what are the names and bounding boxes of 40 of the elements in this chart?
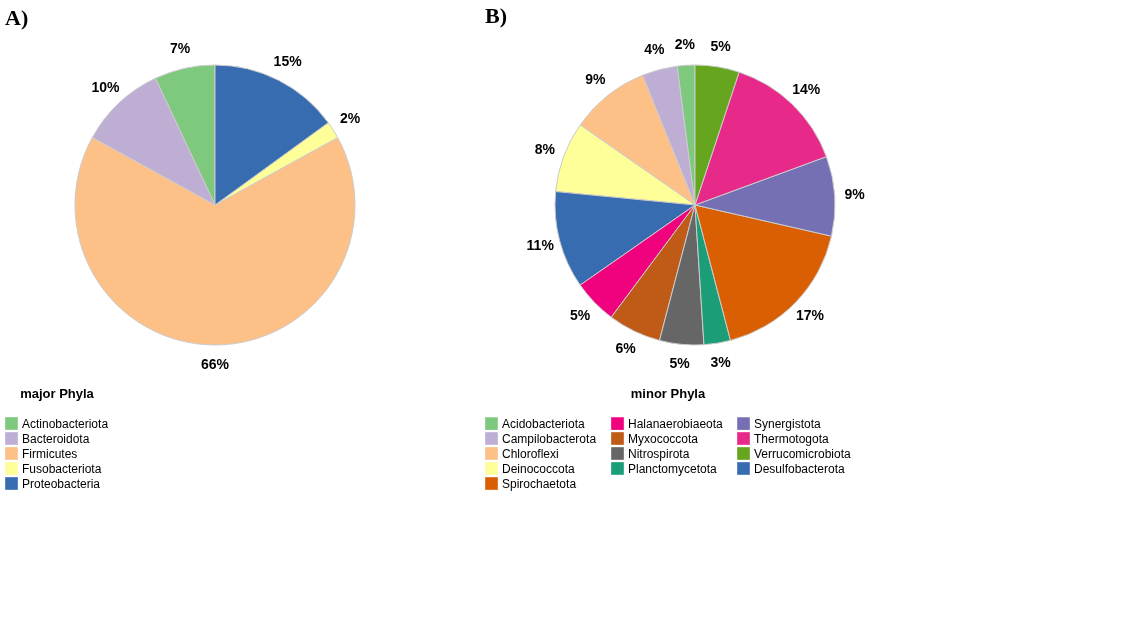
data-label: 9% <box>844 185 866 202</box>
data-label: 15% <box>273 53 303 70</box>
legend-title: minor Phyla <box>630 386 706 401</box>
data-label: 2% <box>674 36 696 53</box>
data-label: 10% <box>91 79 121 96</box>
legend-label: Fusobacteriota <box>22 461 102 476</box>
data-label: 14% <box>792 81 821 98</box>
legend-label: Nitrospirota <box>628 446 690 461</box>
data-label: 5% <box>669 355 691 372</box>
legend-label: Deinococcota <box>502 461 576 476</box>
legend-label: Halanaerobiaeota <box>628 416 724 431</box>
data-label: 2% <box>339 110 361 127</box>
legend-label: Synergistota <box>754 416 822 431</box>
legend-label: Proteobacteria <box>22 476 101 491</box>
legend-label: Chloroflexi <box>502 446 559 461</box>
data-label: 4% <box>644 41 666 58</box>
legend-label: Firmicutes <box>22 446 78 461</box>
legend-label: Myxococcota <box>628 431 699 446</box>
legend-label: Campilobacterota <box>502 431 597 446</box>
data-label: 5% <box>569 307 591 324</box>
data-label: 17% <box>795 307 825 324</box>
data-label: 5% <box>710 38 732 55</box>
legend-label: Bacteroidota <box>22 431 90 446</box>
legend-title: major Phyla <box>20 386 95 401</box>
chart-title: A) <box>5 5 29 30</box>
legend-label: Planctomycetota <box>628 461 718 476</box>
legend-label: Verrucomicrobiota <box>754 446 852 461</box>
data-label: 11% <box>526 236 555 253</box>
chart-title: B) <box>485 3 507 29</box>
data-label: 66% <box>200 356 230 372</box>
data-label: 6% <box>615 340 637 357</box>
legend-label: Actinobacteriota <box>22 416 109 431</box>
data-label: 3% <box>710 353 732 370</box>
data-label: 9% <box>585 70 606 87</box>
legend-label: Spirochaetota <box>502 476 577 491</box>
data-label: 8% <box>534 140 556 157</box>
legend-label: Thermotogota <box>754 431 830 446</box>
legend-label: Desulfobacterota <box>754 461 846 476</box>
data-label: 7% <box>169 39 191 56</box>
legend-label: Acidobacteriota <box>502 416 586 431</box>
